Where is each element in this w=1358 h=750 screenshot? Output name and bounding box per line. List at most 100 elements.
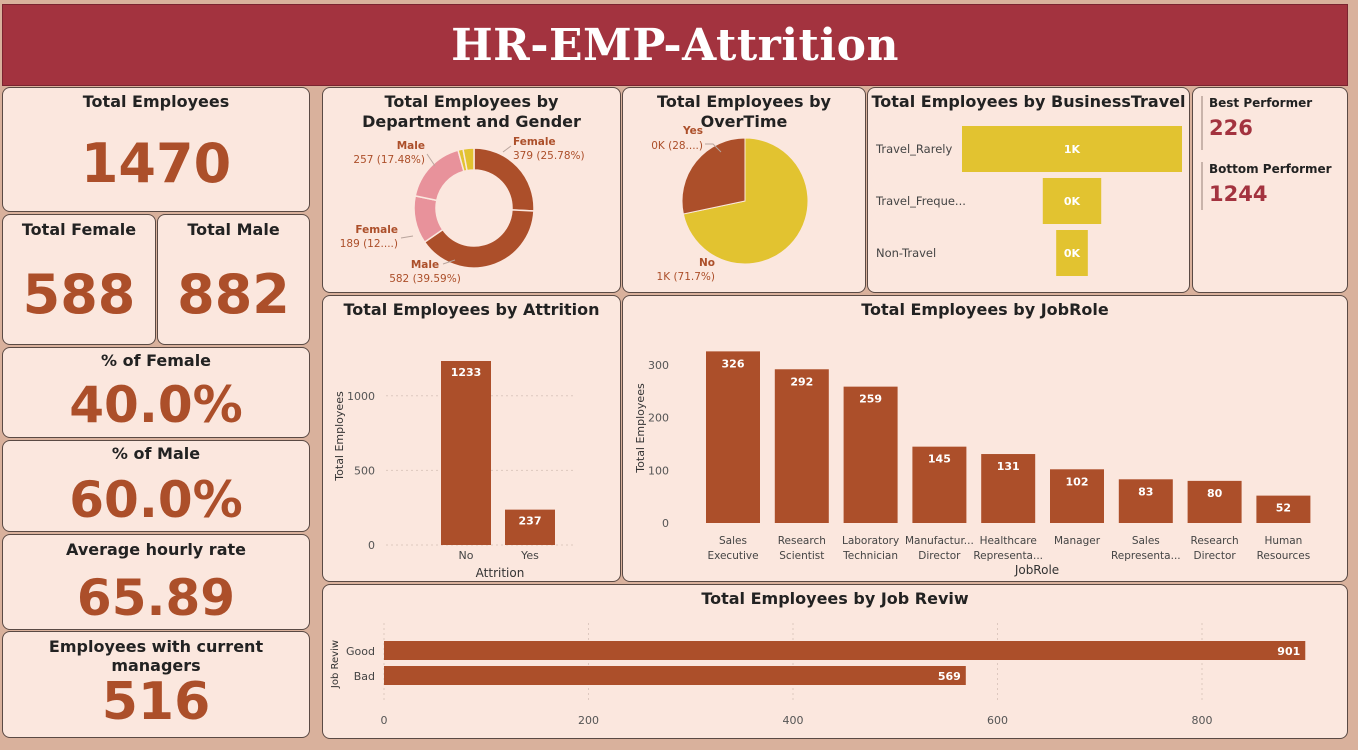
chart-attrition[interactable]: Total Employees by Attrition 0 500 1000 123…	[322, 295, 621, 582]
dashboard-header: HR-EMP-Attrition	[2, 4, 1348, 86]
x-tick-label: Scientist	[779, 550, 824, 562]
chart-title: Total Employees by BusinessTravel	[871, 92, 1186, 111]
kpi-pct-male[interactable]: % of Male 60.0%	[2, 440, 310, 532]
kpi-value: 65.89	[76, 569, 236, 627]
bar	[912, 446, 967, 523]
slice-label: No	[699, 257, 715, 269]
slice-value-label: 1K (71.7%)	[657, 271, 715, 283]
performers-card[interactable]: Best Performer 226 Bottom Performer 1244	[1192, 87, 1348, 293]
data-label: 131	[997, 460, 1020, 473]
bar	[1042, 178, 1102, 224]
leader-line	[426, 153, 436, 167]
kpi-current-managers[interactable]: Employees with current managers 516	[2, 631, 310, 738]
kpi-avg-hourly-rate[interactable]: Average hourly rate 65.89	[2, 534, 310, 630]
x-tick-label: Sales	[719, 535, 747, 547]
slice-label: Female	[513, 136, 556, 148]
x-tick-label: 600	[987, 714, 1008, 727]
x-tick-label: 800	[1192, 714, 1213, 727]
x-tick-label: Technician	[842, 550, 898, 562]
slice-label: Male	[397, 140, 425, 152]
chart-job-review[interactable]: Total Employees by Job Reviw 0 200 400 600 8…	[322, 584, 1348, 739]
y-tick-label: 100	[648, 464, 669, 477]
kpi-total-male[interactable]: Total Male 882	[157, 214, 310, 345]
kpi-label: Total Employees	[82, 92, 230, 111]
bar	[981, 454, 1036, 523]
leader-line	[400, 235, 414, 239]
x-tick-label: 200	[578, 714, 599, 727]
y-tick-label: Good	[346, 645, 375, 658]
bottom-performer-label: Bottom Performer	[1209, 162, 1332, 176]
pie-slice	[681, 137, 746, 215]
x-tick-label: Laboratory	[842, 535, 899, 547]
x-tick-label: No	[459, 549, 474, 562]
kpi-label: Total Male	[187, 220, 280, 239]
kpi-value: 60.0%	[69, 471, 243, 529]
data-label: 326	[722, 357, 745, 370]
chart-overtime[interactable]: Total Employees by OverTime No 1K (71.7%)…	[622, 87, 866, 293]
x-tick-label: Research	[1191, 535, 1239, 547]
x-tick-label: Director	[918, 550, 961, 562]
bar	[1256, 495, 1311, 523]
slice-label: Yes	[682, 125, 703, 137]
chart-title: Total Employees by Job Reviw	[701, 589, 969, 608]
x-tick-label: 400	[783, 714, 804, 727]
kpi-value: 516	[101, 672, 211, 732]
chart-jobrole[interactable]: Total Employees by JobRole 0 100 200 300 326…	[622, 295, 1348, 582]
slice-value-label: 0K (28....)	[651, 140, 703, 152]
bar	[962, 126, 1182, 172]
kpi-label: Employees with current managers	[48, 637, 264, 675]
donut-slice	[462, 147, 475, 172]
y-tick-label: 500	[354, 464, 375, 477]
data-label: 0K	[1064, 195, 1081, 208]
data-label: 102	[1066, 475, 1089, 488]
category-label: Travel_Rarely	[875, 142, 952, 156]
data-label: 1K	[1064, 143, 1081, 156]
leader-line	[442, 259, 456, 265]
chart-title: Total Employees by OverTime	[657, 92, 831, 131]
kpi-label: % of Female	[100, 351, 212, 370]
data-label: 569	[938, 670, 961, 683]
divider	[1201, 96, 1203, 150]
kpi-value: 588	[22, 263, 136, 326]
kpi-label: Total Female	[21, 220, 137, 239]
data-label: 237	[519, 515, 542, 528]
jobrole-bars: 0 100 200 300 326 Sales Executive 292 Research Sc…	[634, 351, 1311, 577]
kpi-label: % of Male	[111, 444, 201, 463]
bar	[1056, 230, 1088, 276]
y-tick-label: 300	[648, 359, 669, 372]
data-label: 83	[1138, 485, 1153, 498]
data-label: 52	[1276, 502, 1291, 515]
best-performer-label: Best Performer	[1209, 96, 1313, 110]
slice-label: Female	[355, 224, 398, 236]
y-tick-label: 200	[648, 412, 669, 425]
kpi-total-female[interactable]: Total Female 588	[2, 214, 156, 345]
kpi-total-employees[interactable]: Total Employees 1470	[2, 87, 310, 212]
x-tick-label: Manager	[1054, 535, 1101, 547]
x-tick-label: Research	[778, 535, 826, 547]
data-label: 145	[928, 453, 951, 466]
y-tick-label: 0	[662, 517, 669, 530]
chart-title: Total Employees by Attrition	[343, 300, 600, 319]
kpi-pct-female[interactable]: % of Female 40.0%	[2, 347, 310, 438]
job-review-bars: 0 200 400 600 800 Good 901 Bad 569 Job Reviw	[330, 623, 1306, 727]
bar	[1050, 469, 1104, 523]
chart-department-gender[interactable]: Total Employees by Department and Gender…	[322, 87, 621, 293]
category-label: Travel_Freque...	[875, 194, 966, 208]
x-axis-title: JobRole	[1014, 563, 1059, 577]
dashboard-title: HR-EMP-Attrition	[451, 19, 899, 71]
kpi-value: 882	[177, 263, 290, 326]
category-label: Non-Travel	[876, 246, 936, 260]
kpi-value: 1470	[80, 132, 232, 195]
kpi-value: 40.0%	[69, 376, 243, 434]
chart-business-travel[interactable]: Total Employees by BusinessTravel Travel…	[867, 87, 1190, 293]
data-label: 80	[1207, 487, 1223, 500]
x-tick-label: Sales	[1132, 535, 1160, 547]
pie-slice	[682, 137, 809, 265]
bar	[774, 369, 829, 523]
bar	[1187, 480, 1242, 523]
x-axis-title: Attrition	[476, 566, 525, 580]
bottom-performer-value: 1244	[1209, 182, 1268, 206]
attrition-bars: 0 500 1000 1233 No 237 Yes Attrition Total Emplo…	[333, 360, 573, 580]
y-tick-label: 0	[368, 539, 375, 552]
overtime-pie: No 1K (71.7%) Yes 0K (28....)	[651, 125, 809, 283]
